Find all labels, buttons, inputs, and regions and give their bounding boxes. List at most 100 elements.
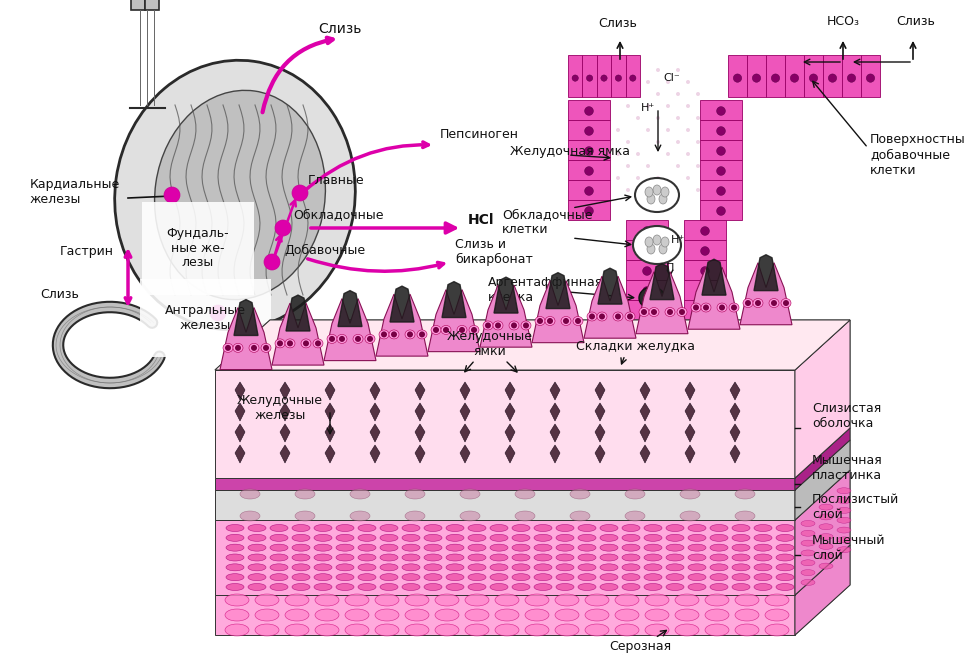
Ellipse shape — [402, 525, 420, 531]
Ellipse shape — [556, 525, 574, 531]
Circle shape — [701, 327, 709, 335]
Ellipse shape — [666, 574, 684, 581]
Circle shape — [329, 336, 335, 342]
Ellipse shape — [819, 563, 833, 569]
Ellipse shape — [350, 511, 370, 521]
Ellipse shape — [659, 244, 667, 254]
Circle shape — [407, 331, 413, 337]
Ellipse shape — [490, 574, 508, 581]
Polygon shape — [505, 445, 515, 463]
Polygon shape — [730, 403, 740, 421]
Ellipse shape — [622, 564, 640, 571]
Ellipse shape — [735, 624, 759, 636]
Ellipse shape — [570, 489, 590, 499]
Ellipse shape — [525, 594, 549, 606]
Ellipse shape — [819, 514, 833, 520]
Ellipse shape — [622, 544, 640, 551]
Ellipse shape — [647, 244, 655, 254]
Circle shape — [277, 341, 283, 346]
Ellipse shape — [275, 339, 285, 348]
Circle shape — [666, 152, 670, 156]
Polygon shape — [795, 440, 850, 520]
Bar — [568, 100, 610, 120]
Polygon shape — [730, 445, 740, 463]
Polygon shape — [234, 299, 258, 335]
Ellipse shape — [710, 564, 728, 571]
Ellipse shape — [578, 574, 596, 581]
Polygon shape — [685, 403, 695, 421]
Circle shape — [646, 188, 650, 192]
Circle shape — [495, 322, 501, 328]
Text: H⁺: H⁺ — [671, 235, 685, 245]
Ellipse shape — [441, 326, 451, 335]
Ellipse shape — [336, 564, 354, 571]
Ellipse shape — [675, 594, 699, 606]
Ellipse shape — [556, 534, 574, 541]
Polygon shape — [428, 290, 480, 352]
Polygon shape — [480, 285, 532, 347]
Ellipse shape — [561, 316, 571, 326]
Polygon shape — [795, 428, 850, 490]
Ellipse shape — [649, 307, 659, 316]
Ellipse shape — [732, 534, 750, 541]
Ellipse shape — [677, 307, 687, 316]
Circle shape — [676, 68, 680, 72]
Circle shape — [717, 166, 726, 176]
Bar — [568, 200, 610, 220]
Ellipse shape — [314, 554, 332, 561]
Circle shape — [696, 188, 700, 192]
Ellipse shape — [336, 544, 354, 551]
Text: Обкладочные: Обкладочные — [293, 208, 383, 221]
Polygon shape — [370, 445, 380, 463]
Circle shape — [626, 188, 630, 192]
Polygon shape — [595, 424, 605, 442]
Polygon shape — [494, 277, 518, 313]
Ellipse shape — [226, 574, 244, 581]
Ellipse shape — [465, 624, 489, 636]
Ellipse shape — [226, 564, 244, 571]
Ellipse shape — [495, 624, 519, 636]
Ellipse shape — [292, 534, 310, 541]
Circle shape — [210, 305, 226, 321]
Circle shape — [686, 128, 690, 132]
Ellipse shape — [301, 339, 311, 348]
Ellipse shape — [315, 594, 339, 606]
Ellipse shape — [270, 525, 288, 531]
Circle shape — [733, 74, 742, 83]
Circle shape — [703, 305, 709, 310]
Ellipse shape — [313, 339, 323, 348]
Ellipse shape — [512, 534, 530, 541]
Circle shape — [656, 140, 660, 144]
Ellipse shape — [490, 554, 508, 561]
Circle shape — [629, 75, 636, 81]
Ellipse shape — [380, 525, 398, 531]
Ellipse shape — [285, 609, 309, 621]
Polygon shape — [215, 320, 850, 370]
Ellipse shape — [446, 525, 464, 531]
Ellipse shape — [327, 335, 337, 343]
Ellipse shape — [405, 609, 429, 621]
Circle shape — [646, 128, 650, 132]
Polygon shape — [460, 403, 470, 421]
Bar — [684, 280, 726, 300]
Ellipse shape — [285, 624, 309, 636]
Circle shape — [523, 322, 529, 328]
Ellipse shape — [292, 574, 310, 581]
Bar — [215, 478, 795, 490]
Circle shape — [643, 287, 651, 295]
Ellipse shape — [645, 594, 669, 606]
Polygon shape — [415, 382, 425, 400]
Circle shape — [585, 126, 593, 136]
Ellipse shape — [295, 489, 315, 499]
Circle shape — [643, 227, 651, 235]
Bar — [700, 140, 742, 160]
Ellipse shape — [493, 321, 503, 330]
Ellipse shape — [424, 584, 442, 591]
Circle shape — [810, 74, 817, 83]
Text: Аргентаффинная
клетка: Аргентаффинная клетка — [488, 276, 603, 304]
Text: Серозная
оболочка: Серозная оболочка — [609, 640, 671, 655]
Ellipse shape — [315, 624, 339, 636]
Circle shape — [636, 116, 640, 120]
Ellipse shape — [769, 299, 779, 308]
Circle shape — [585, 166, 593, 176]
